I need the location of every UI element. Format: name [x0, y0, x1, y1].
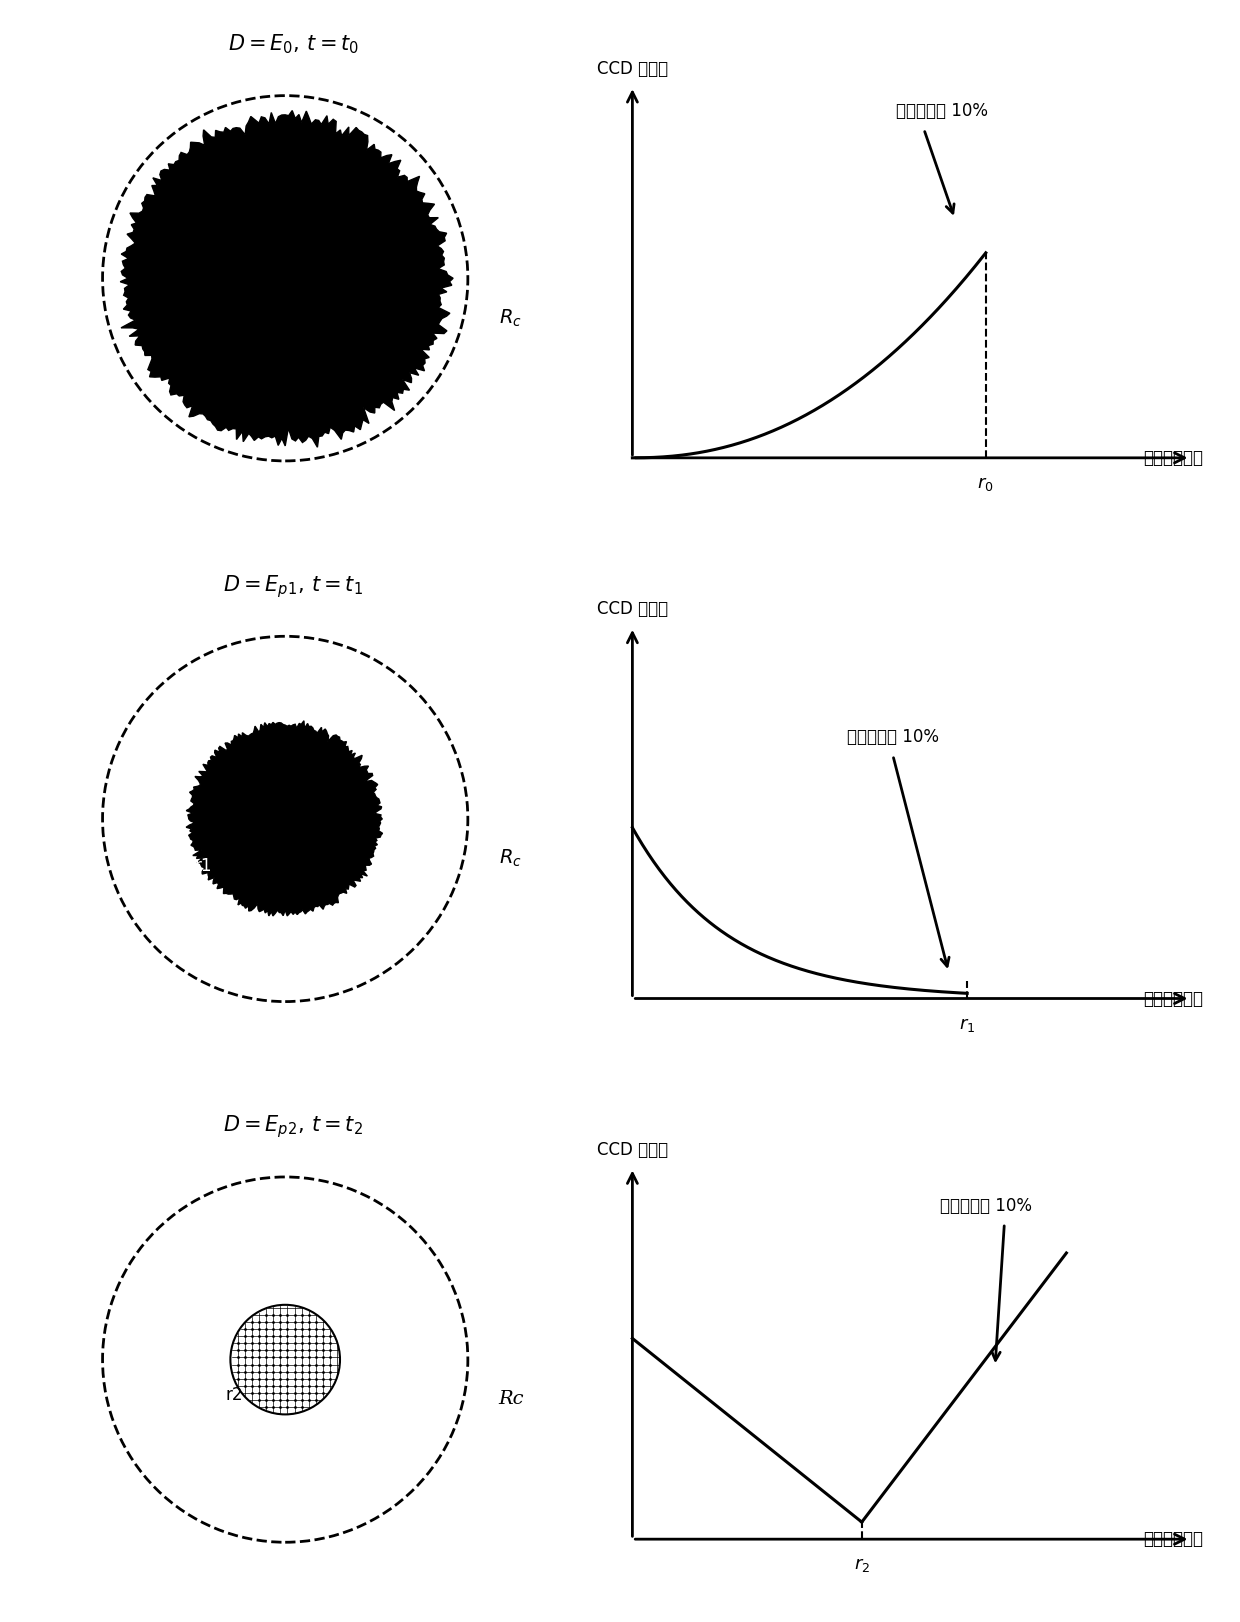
Circle shape — [231, 1304, 340, 1414]
Polygon shape — [120, 110, 453, 448]
Text: r1: r1 — [195, 858, 212, 876]
Text: $R_c$: $R_c$ — [500, 848, 522, 869]
Text: $r_1$: $r_1$ — [959, 1015, 976, 1033]
Text: 占总能量的 10%: 占总能量的 10% — [847, 728, 939, 746]
Text: r0: r0 — [129, 350, 146, 368]
Text: 能量积分半径: 能量积分半径 — [1143, 449, 1203, 467]
Text: 占总能量的 10%: 占总能量的 10% — [897, 102, 988, 120]
Text: $D = E_{p1},\, t = t_1$: $D = E_{p1},\, t = t_1$ — [223, 573, 363, 600]
Text: CCD 灰阶值: CCD 灰阶值 — [596, 60, 668, 78]
Text: 占总能量的 10%: 占总能量的 10% — [940, 1197, 1032, 1215]
Text: $D = E_{p2},\, t = t_2$: $D = E_{p2},\, t = t_2$ — [223, 1113, 363, 1140]
Text: Rc: Rc — [498, 1390, 523, 1408]
Text: $r_2$: $r_2$ — [853, 1555, 870, 1575]
Text: r2: r2 — [226, 1387, 243, 1405]
Text: 能量积分半径: 能量积分半径 — [1143, 989, 1203, 1007]
Text: $R_c$: $R_c$ — [500, 307, 522, 329]
Text: CCD 灰阶值: CCD 灰阶值 — [596, 600, 668, 618]
Text: CCD 灰阶值: CCD 灰阶值 — [596, 1140, 668, 1160]
Text: $D = E_0,\, t = t_0$: $D = E_0,\, t = t_0$ — [227, 32, 358, 55]
Text: $r_0$: $r_0$ — [977, 475, 994, 493]
Text: 能量积分半径: 能量积分半径 — [1143, 1530, 1203, 1547]
Polygon shape — [186, 720, 383, 916]
